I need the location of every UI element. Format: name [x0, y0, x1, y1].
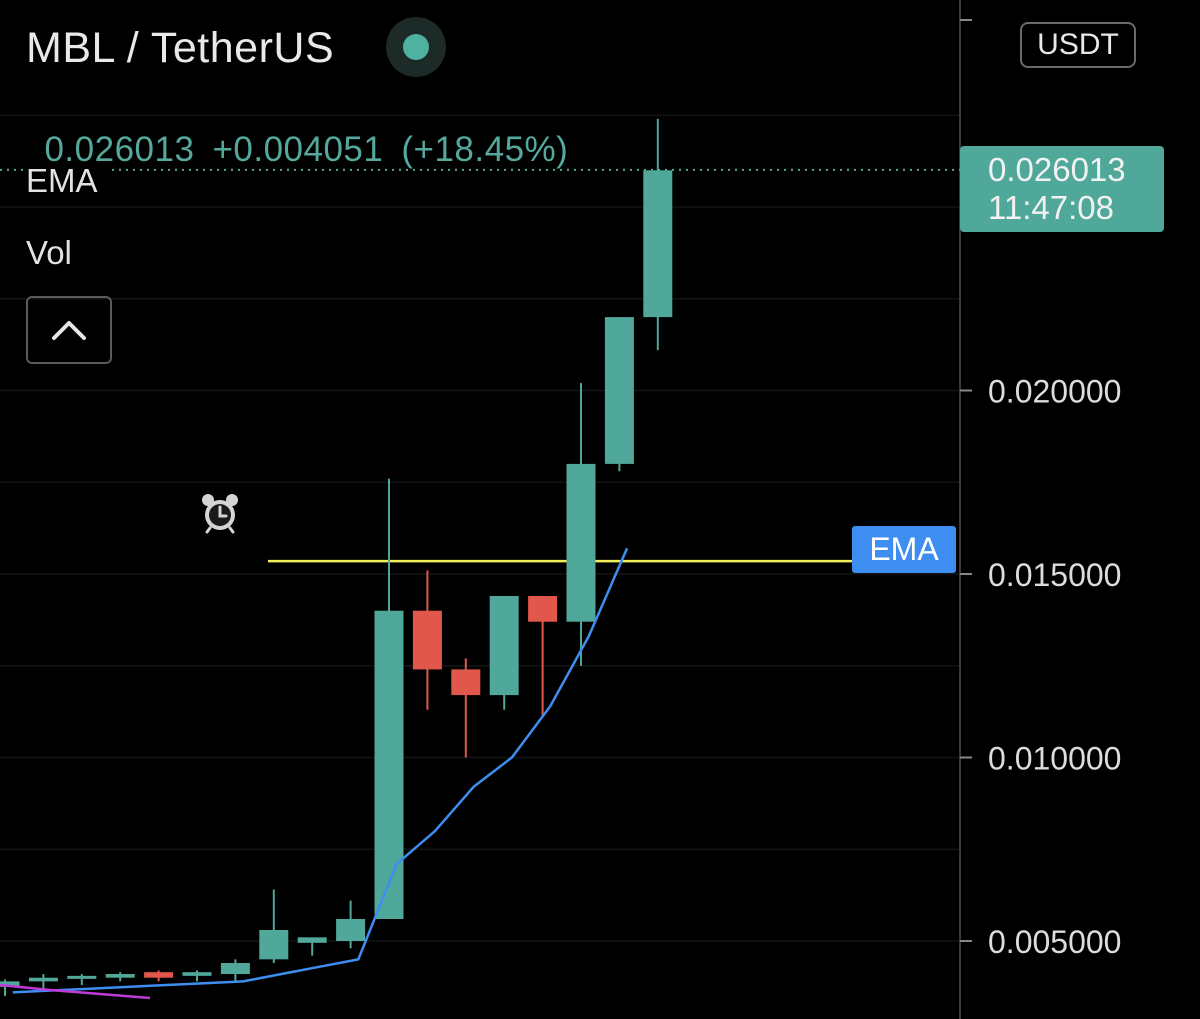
ema-value-tag: EMA — [852, 526, 956, 573]
candle-up — [67, 975, 97, 979]
candle-up — [566, 463, 596, 622]
last-price-tag: 0.026013 11:47:08 — [960, 146, 1164, 232]
candle-up — [182, 972, 212, 976]
price-summary: 0.026013 +0.004051 (+18.45%) — [24, 90, 586, 170]
candle-up — [489, 596, 519, 696]
candle-up — [336, 918, 366, 941]
candle-up — [604, 317, 634, 464]
currency-selector-button[interactable]: USDT — [1020, 22, 1136, 68]
chevron-up-icon — [52, 321, 86, 340]
candle-countdown: 11:47:08 — [988, 189, 1115, 226]
candle-down — [528, 596, 558, 622]
alarm-clock-icon[interactable] — [199, 492, 241, 534]
candle-up — [28, 977, 58, 982]
price-axis: 0.005000 0.010000 0.015000 0.020000 — [959, 0, 1121, 1019]
candle-up — [643, 170, 673, 318]
price-tick-label: 0.015000 — [988, 557, 1121, 593]
candle-up — [0, 981, 20, 987]
candle-up — [374, 610, 404, 919]
secondary-ma-line — [0, 983, 151, 1000]
price-tick-label: 0.020000 — [988, 374, 1121, 410]
pair-title: MBL / TetherUS — [26, 24, 335, 72]
candle-down — [412, 610, 442, 670]
price-change: +0.004051 — [212, 130, 384, 169]
price-tick-label: 0.005000 — [988, 924, 1121, 960]
collapse-indicators-button[interactable] — [26, 296, 112, 364]
candle-up — [220, 963, 250, 975]
indicator-ema-label[interactable]: EMA — [26, 162, 108, 200]
ema-line — [12, 547, 629, 994]
market-status-button[interactable] — [386, 17, 446, 77]
last-price-tag-value: 0.026013 — [988, 151, 1126, 188]
candle-down — [451, 669, 481, 696]
candle-up — [105, 974, 135, 978]
indicator-vol-label[interactable]: Vol — [26, 234, 82, 272]
grid-lines — [0, 114, 960, 942]
price-change-percent: (+18.45%) — [401, 130, 569, 169]
price-tick-label: 0.010000 — [988, 741, 1121, 777]
candle-up — [259, 929, 289, 960]
candle-down — [144, 972, 174, 978]
candle-up — [297, 937, 327, 943]
status-dot-icon — [403, 34, 429, 60]
